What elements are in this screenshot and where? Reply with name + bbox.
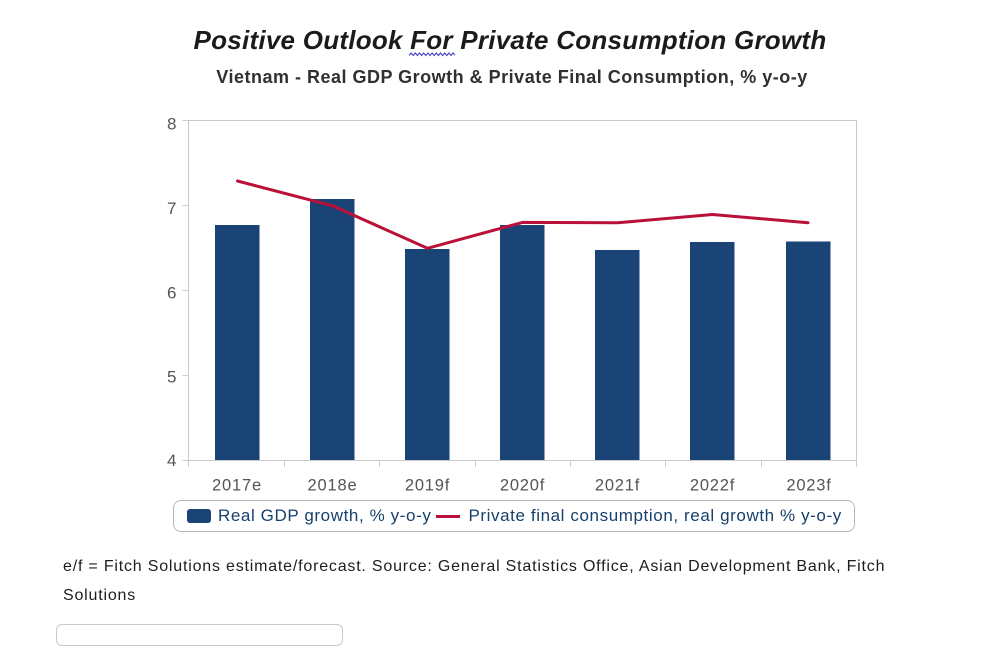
- svg-text:2020f: 2020f: [500, 477, 545, 495]
- svg-text:2023f: 2023f: [786, 477, 831, 495]
- svg-text:2022f: 2022f: [690, 477, 735, 495]
- svg-text:2017e: 2017e: [212, 477, 262, 495]
- svg-text:2018e: 2018e: [308, 477, 358, 495]
- svg-text:4: 4: [167, 451, 176, 470]
- svg-text:8: 8: [167, 115, 176, 134]
- svg-text:2021f: 2021f: [595, 477, 640, 495]
- svg-text:6: 6: [167, 284, 176, 303]
- svg-text:5: 5: [167, 368, 176, 387]
- svg-text:2019f: 2019f: [405, 477, 450, 495]
- svg-text:7: 7: [167, 199, 176, 218]
